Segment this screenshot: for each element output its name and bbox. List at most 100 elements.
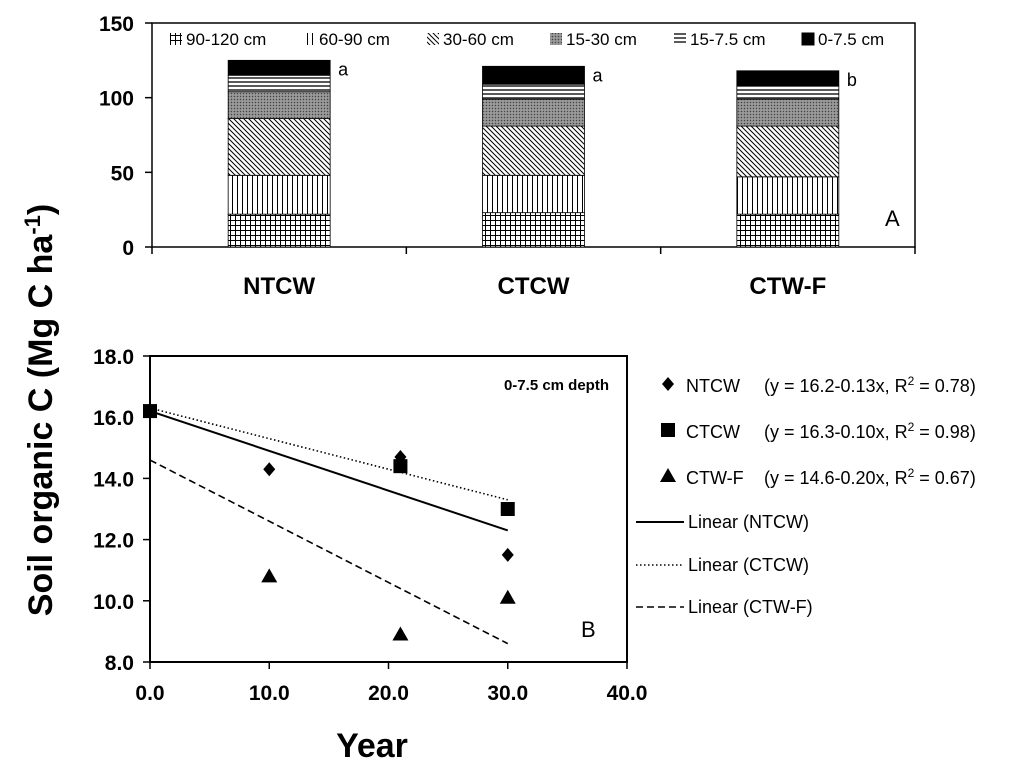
legend-swatch xyxy=(674,33,686,45)
bar-segment xyxy=(482,212,585,248)
y-axis-a: 0 50 100 150 xyxy=(99,13,152,260)
panel-label-b: B xyxy=(581,617,596,642)
x-tick-label-b: 20.0 xyxy=(368,682,409,705)
y-tick-label-a: 0 xyxy=(122,237,134,260)
legend-swatch xyxy=(550,33,562,45)
category-label: CTW-F xyxy=(749,273,826,300)
y-tick-label-b: 8.0 xyxy=(105,652,134,675)
bar-segment xyxy=(482,98,585,127)
plot-frame-b xyxy=(149,355,628,663)
panel-label-a: A xyxy=(885,206,900,231)
square-marker xyxy=(393,459,408,474)
bar-legend: 90-120 cm 60-90 cm 30-60 cm 15-30 cm 15-7.5 … xyxy=(170,30,884,49)
bar-segment xyxy=(736,176,840,215)
bar-segment xyxy=(736,213,840,248)
bar-segment xyxy=(736,125,840,178)
x-tick-label-b: 30.0 xyxy=(487,682,528,705)
significance-letter: b xyxy=(847,70,857,90)
axes-b: 8.0 10.0 12.0 14.0 16.0 18.0 0.0 10.0 20.0 30.0 40… xyxy=(93,346,647,705)
equation-text: (y = 14.6-0.20x, R xyxy=(764,468,908,488)
x-tick-label-b: 10.0 xyxy=(249,682,290,705)
bar-segment xyxy=(227,74,331,93)
bar-segment xyxy=(482,65,585,85)
legend-equation: (y = 16.3-0.10x, R2 = 0.98) xyxy=(764,420,976,442)
y-axis-title-superscript: -1 xyxy=(20,215,45,235)
legend-series-name: CTCW xyxy=(686,422,740,442)
bar-segment xyxy=(736,85,840,100)
legend-swatch xyxy=(427,33,439,45)
legend-label: 30-60 cm xyxy=(443,30,514,49)
legend-equation: (y = 14.6-0.20x, R2 = 0.67) xyxy=(764,466,976,488)
legend-label: 90-120 cm xyxy=(186,30,266,49)
depth-annotation: 0-7.5 cm depth xyxy=(504,377,609,394)
bar-segment xyxy=(227,174,331,215)
legend-series-name: NTCW xyxy=(686,376,740,396)
square-marker xyxy=(143,404,157,419)
diamond-marker xyxy=(662,377,674,391)
r2-superscript: 2 xyxy=(908,466,915,480)
r2-value: = 0.98) xyxy=(914,422,976,442)
scatter-chart: 8.0 10.0 12.0 14.0 16.0 18.0 0.0 10.0 20.0 30.0 40… xyxy=(93,346,976,765)
x-tick-label-b: 0.0 xyxy=(135,682,164,705)
trend-line xyxy=(149,410,509,532)
legend-trendline-name: Linear (NTCW) xyxy=(688,512,809,532)
y-axis-title: Soil organic C (Mg C ha-1) xyxy=(20,204,60,616)
bar-segment xyxy=(482,174,585,214)
triangle-marker xyxy=(261,568,278,583)
significance-letter: a xyxy=(593,65,604,85)
diamond-marker xyxy=(263,462,276,477)
legend-label: 60-90 cm xyxy=(319,30,390,49)
x-axis-title: Year xyxy=(336,727,408,765)
y-tick-label-a: 150 xyxy=(99,13,134,36)
category-labels: NTCW CTCW CTW-F xyxy=(151,247,916,300)
bar-segment xyxy=(227,59,331,76)
trend-lines xyxy=(149,407,509,645)
r2-superscript: 2 xyxy=(908,374,915,388)
data-points xyxy=(143,404,516,641)
triangle-marker xyxy=(660,468,676,482)
legend-trendline-name: Linear (CTCW) xyxy=(688,555,809,575)
bar-segment xyxy=(482,125,585,176)
legend-label: 15-30 cm xyxy=(566,30,637,49)
y-tick-label-a: 50 xyxy=(111,162,134,185)
y-tick-label-b: 12.0 xyxy=(93,530,134,553)
bar-segment xyxy=(482,83,585,100)
square-marker xyxy=(500,502,515,516)
equation-text: (y = 16.3-0.10x, R xyxy=(764,422,908,442)
significance-letter: a xyxy=(338,59,349,79)
y-tick-label-b: 10.0 xyxy=(93,591,134,614)
legend-swatch xyxy=(303,33,315,45)
scatter-legend: NTCW (y = 16.2-0.13x, R2 = 0.78)CTCW (y = … xyxy=(636,374,976,617)
equation-text: (y = 16.2-0.13x, R xyxy=(764,376,908,396)
trend-line xyxy=(149,407,508,501)
bar-segment xyxy=(227,213,331,248)
bar-segment xyxy=(736,98,840,127)
triangle-marker xyxy=(499,589,516,604)
legend-trendline-name: Linear (CTW-F) xyxy=(688,597,813,617)
y-tick-label-b: 14.0 xyxy=(93,468,134,491)
r2-value: = 0.78) xyxy=(914,376,976,396)
y-tick-label-a: 100 xyxy=(99,88,134,111)
legend-swatch xyxy=(801,32,815,46)
legend-label: 0-7.5 cm xyxy=(818,30,884,49)
diamond-marker xyxy=(501,547,514,562)
r2-value: = 0.67) xyxy=(914,468,976,488)
legend-swatch xyxy=(170,33,182,45)
bar-segment xyxy=(736,70,840,87)
category-label: NTCW xyxy=(243,273,315,300)
category-label: CTCW xyxy=(498,273,570,300)
r2-superscript: 2 xyxy=(908,420,915,434)
bar-segment xyxy=(227,118,331,176)
triangle-marker xyxy=(392,626,409,641)
square-marker xyxy=(661,423,675,437)
legend-equation: (y = 16.2-0.13x, R2 = 0.78) xyxy=(764,374,976,396)
stacked-bar-chart: 0 50 100 150 a a b NTCW CTCW CTW-F 90-120 cm 60-… xyxy=(99,13,916,300)
y-tick-label-b: 18.0 xyxy=(93,346,134,369)
legend-series-name: CTW-F xyxy=(686,468,744,488)
trend-line xyxy=(149,459,509,645)
bar-segment xyxy=(227,91,331,119)
x-tick-label-b: 40.0 xyxy=(607,682,648,705)
y-tick-label-b: 16.0 xyxy=(93,407,134,430)
